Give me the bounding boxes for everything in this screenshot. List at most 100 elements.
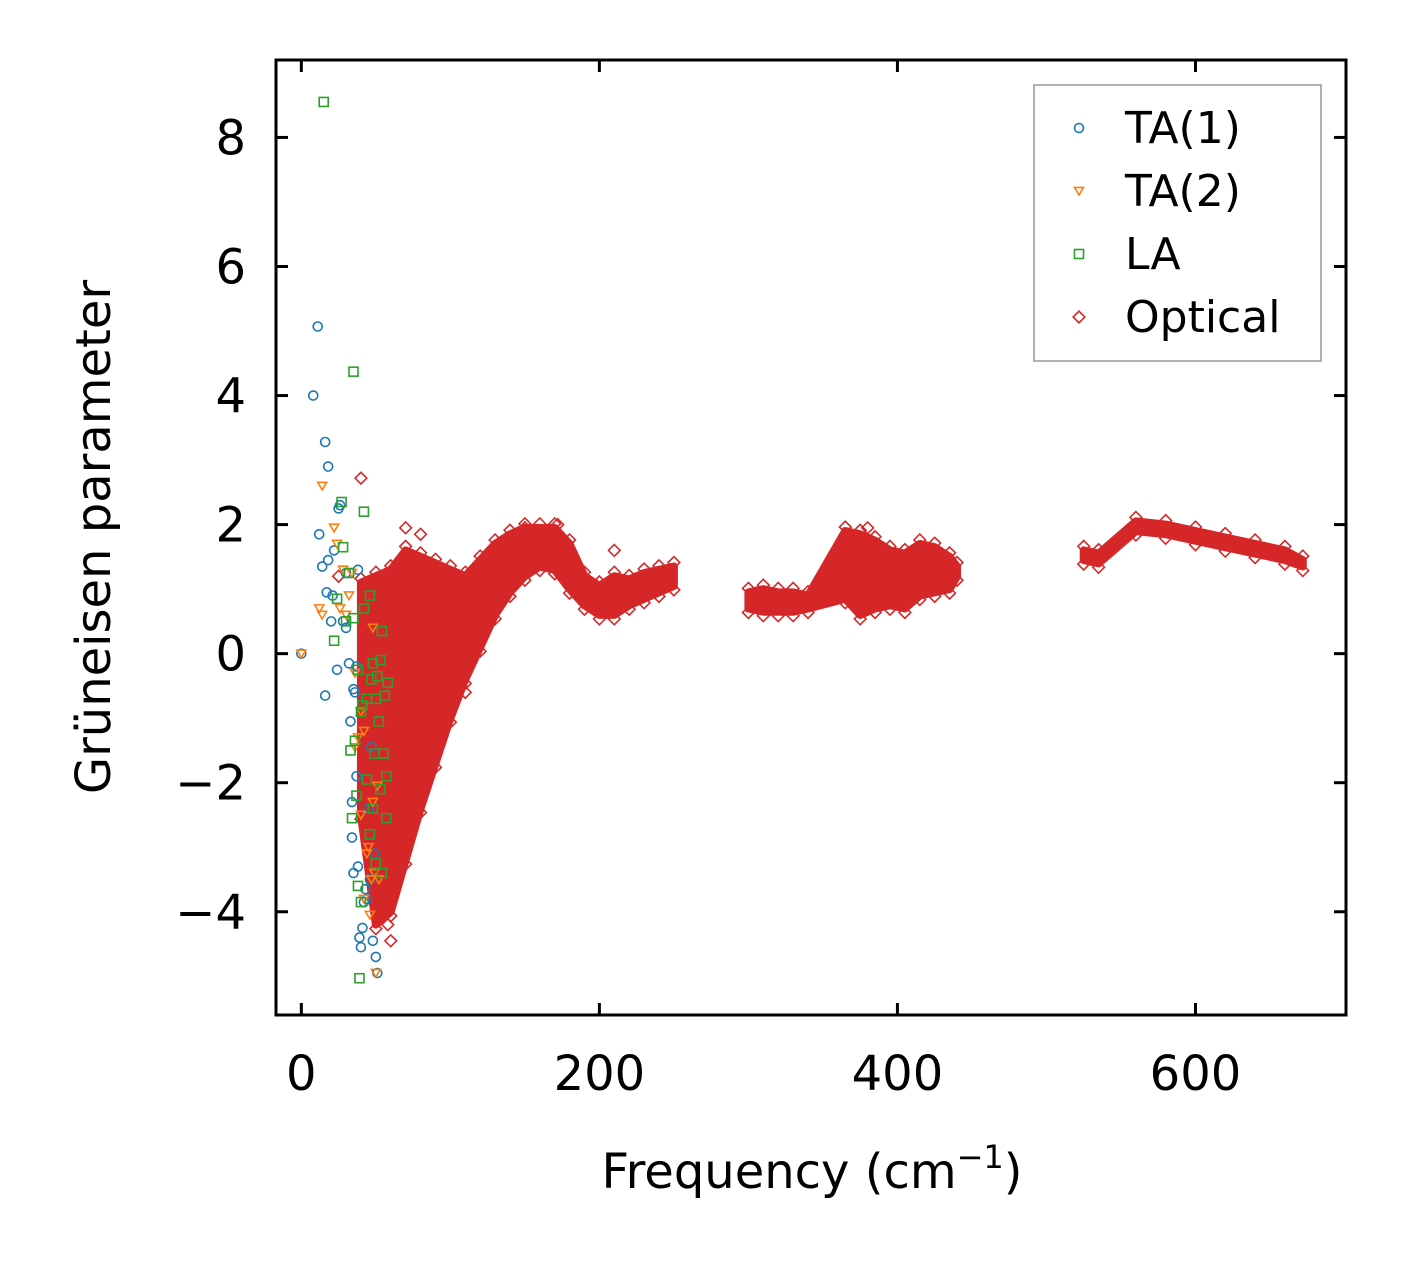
ta2-point: [349, 742, 361, 753]
optical-point: [607, 611, 622, 626]
optical-point: [517, 520, 532, 535]
ta1-point: [346, 832, 358, 843]
x-axis-title: Frequency (cm−1): [601, 1138, 1022, 1200]
la-point: [372, 670, 383, 682]
optical-point: [380, 917, 395, 932]
ta1-point: [334, 499, 346, 511]
optical-point: [488, 532, 503, 547]
optical-point: [897, 542, 912, 557]
la-point: [355, 706, 367, 718]
optical-point: [1188, 520, 1203, 535]
la-point: [376, 625, 388, 637]
optical-point: [868, 605, 883, 620]
la-point: [367, 658, 379, 669]
optical-point: [1158, 531, 1173, 546]
ta2-point: [355, 810, 367, 821]
optical-point: [1076, 539, 1091, 554]
ta2-point: [313, 604, 326, 615]
optical-band-1: [744, 527, 962, 619]
optical-point: [1091, 560, 1106, 575]
y-tick-label: 6: [215, 239, 246, 295]
ta2-point: [366, 623, 379, 634]
optical-point: [517, 573, 532, 588]
y-tick-label: 2: [215, 498, 246, 554]
la-point: [358, 506, 370, 517]
la-point: [380, 812, 392, 824]
ta1-point: [319, 436, 331, 448]
optical-point: [365, 820, 380, 835]
optical-point: [413, 805, 428, 820]
la-point: [348, 612, 359, 624]
ta1-point: [331, 664, 343, 676]
la-point: [352, 880, 364, 892]
ta1-point: [351, 661, 362, 672]
optical-point: [801, 605, 816, 620]
la-point: [382, 677, 394, 688]
ta1-point: [322, 461, 334, 472]
la-point: [352, 664, 364, 676]
ta2-point: [334, 604, 346, 615]
x-tick-label: 600: [1150, 1046, 1242, 1102]
la-point: [375, 654, 386, 666]
y-tick-label: −4: [175, 885, 246, 941]
optical-point: [1248, 550, 1263, 565]
ta1-point: [349, 687, 361, 698]
legend-markers: [1072, 122, 1086, 324]
optical-point: [1188, 537, 1203, 552]
optical-point: [383, 558, 398, 573]
ta1-point: [316, 561, 328, 572]
optical-point: [458, 565, 473, 580]
ta1-point: [313, 528, 325, 540]
y-tick-label: 8: [215, 110, 246, 166]
ta1-point: [319, 690, 331, 701]
optical-point: [562, 532, 577, 547]
ta1-point: [360, 883, 371, 895]
ta1-point: [370, 951, 382, 963]
la-point: [361, 774, 373, 785]
ta1-point: [312, 321, 324, 332]
optical-point: [771, 608, 786, 623]
la-point: [355, 896, 367, 908]
ta1-point: [345, 716, 356, 727]
optical-point: [666, 555, 681, 570]
optical-point: [428, 552, 443, 567]
legend-label-ta1: TA(1): [1124, 103, 1241, 154]
legend-marker-ta2: [1073, 186, 1085, 197]
ta2-point: [365, 875, 378, 886]
optical-point: [950, 555, 965, 570]
optical-point: [532, 516, 547, 531]
optical-point: [562, 586, 577, 601]
legend-marker-ta1: [1073, 122, 1085, 134]
optical-point: [488, 611, 503, 626]
la-point: [343, 567, 355, 579]
optical-point: [860, 520, 875, 535]
la-point: [354, 972, 365, 984]
optical-point: [652, 558, 666, 573]
x-axis-title-end: ): [1004, 1144, 1023, 1200]
optical-point: [607, 543, 622, 558]
optical-point: [622, 602, 637, 617]
la-point: [348, 366, 359, 377]
optical-point: [622, 568, 637, 583]
optical-point: [1277, 557, 1292, 572]
ta1-point: [321, 587, 332, 598]
x-axis-title-main: Frequency (cm: [601, 1144, 956, 1200]
optical-point: [413, 545, 428, 560]
la-point: [349, 735, 361, 747]
ta1-point: [355, 941, 367, 953]
optical-point: [741, 581, 756, 596]
la-point: [364, 829, 376, 840]
optical-point: [666, 582, 681, 597]
data-layer: [295, 96, 1310, 984]
optical-point: [383, 933, 398, 948]
optical-point: [517, 516, 532, 531]
optical-point: [413, 527, 428, 542]
la-point: [364, 590, 376, 601]
ta1-point: [366, 741, 377, 753]
y-tick-label: 4: [215, 369, 246, 425]
optical-point: [927, 589, 942, 604]
la-point: [318, 96, 329, 108]
la-point: [331, 593, 343, 605]
legend: TA(1) TA(2) LA Optical: [1033, 84, 1322, 362]
